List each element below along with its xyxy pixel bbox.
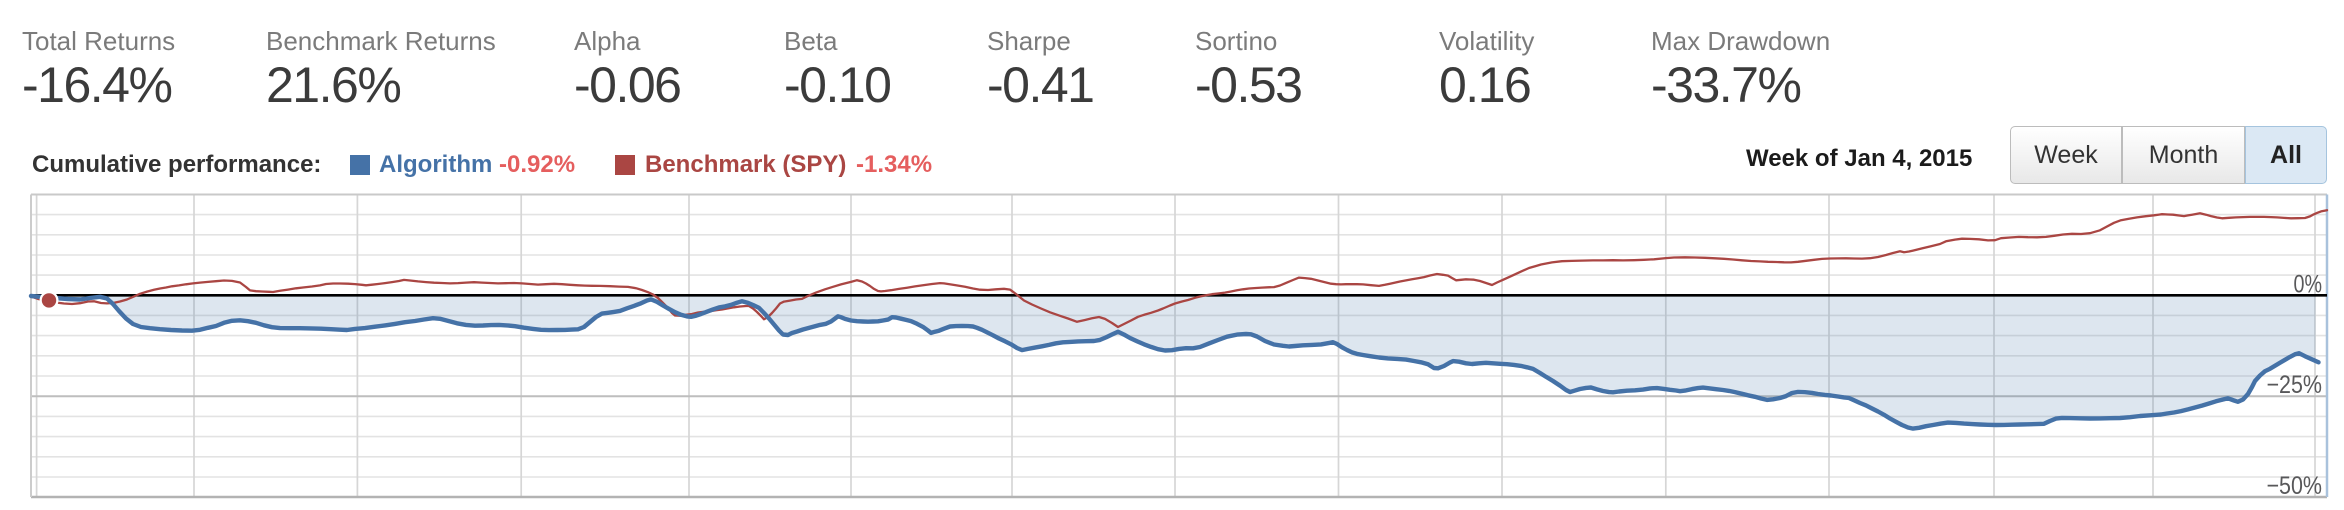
svg-text:0%: 0% — [2294, 271, 2323, 299]
svg-text:−25%: −25% — [2267, 371, 2323, 399]
svg-text:−50%: −50% — [2267, 472, 2323, 500]
